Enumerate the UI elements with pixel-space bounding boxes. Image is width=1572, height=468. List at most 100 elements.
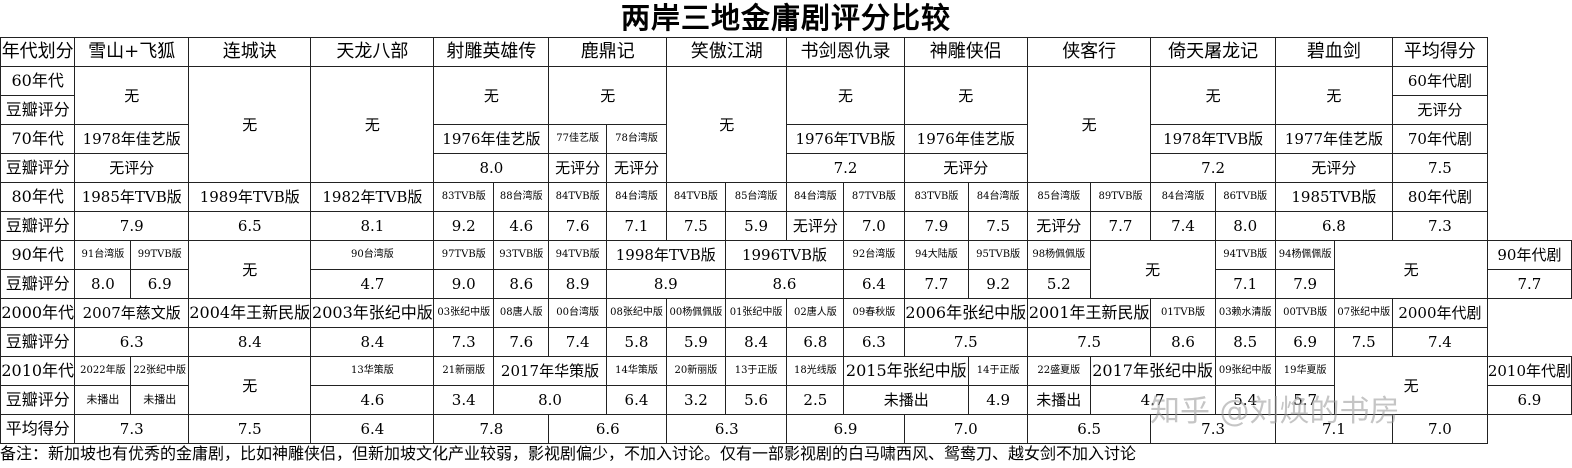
score-cell: 8.0 (433, 153, 550, 183)
version-cell: 1976年TVB版 (786, 124, 905, 154)
version-cell: 2007年慈文版 (74, 298, 190, 328)
douban-label: 豆瓣评分 (0, 211, 76, 241)
version-cell: 2017年华策版 (493, 356, 607, 386)
score-cell: 7.9 (903, 211, 970, 241)
score-cell: 7.5 (1334, 327, 1394, 357)
version-cell: 2006年张纪中版 (903, 298, 1028, 328)
version-cell: 91台湾版 (74, 240, 132, 270)
version-cell: 86TVB版 (1214, 182, 1276, 212)
douban-label: 豆瓣评分 (0, 327, 76, 357)
score-cell: 4.7 (1089, 385, 1216, 415)
score-cell: 6.3 (74, 327, 190, 357)
version-cell: 2017年张纪中版 (1089, 356, 1216, 386)
era-avg-label: 90年代剧 (1486, 240, 1572, 270)
score-cell: 9.0 (433, 269, 495, 299)
score-cell: 7.1 (605, 211, 668, 241)
era-label: 60年代 (0, 66, 76, 96)
version-cell: 09春秋版 (843, 298, 905, 328)
version-cell: 97TVB版 (433, 240, 495, 270)
version-cell: 1978年佳艺版 (74, 124, 190, 154)
header-cell: 天龙八部 (310, 37, 435, 67)
version-cell: 22张纪中版 (130, 356, 190, 386)
version-cell: 14于正版 (968, 356, 1028, 386)
score-cell: 8.6 (493, 269, 550, 299)
version-cell: 90台湾版 (310, 240, 435, 270)
version-cell: 2001年王新民版 (1026, 298, 1152, 328)
era-avg-value: 7.5 (1392, 153, 1488, 183)
score-cell: 9.2 (433, 211, 495, 241)
header-row: 年代划分 雪山+飞狐 连城诀 天龙八部 射雕英雄传 鹿鼎记 笑傲江湖 书剑恩仇录… (0, 37, 1572, 67)
version-cell: 18光线版 (786, 356, 845, 386)
version-cell: 02唐人版 (786, 298, 845, 328)
score-cell: 8.4 (188, 327, 312, 357)
score-cell: 6.5 (188, 211, 312, 241)
row-2010s-score: 豆瓣评分 未播出 未播出 4.6 3.4 8.0 6.4 3.2 5.6 2.5… (0, 385, 1572, 415)
era-avg-label: 60年代剧 (1392, 66, 1488, 96)
version-cell: 92台湾版 (843, 240, 905, 270)
score-cell: 8.0 (493, 385, 607, 415)
avg-cell: 7.3 (1150, 414, 1276, 444)
version-cell: 08唐人版 (493, 298, 550, 328)
header-cell: 笑傲江湖 (666, 37, 788, 67)
version-cell: 84台湾版 (968, 182, 1028, 212)
version-cell: 85台湾版 (724, 182, 788, 212)
version-cell: 2015年张纪中版 (843, 356, 970, 386)
version-cell: 00TVB版 (1274, 298, 1336, 328)
score-cell: 无评分 (605, 153, 668, 183)
avg-cell: 7.5 (188, 414, 312, 444)
score-cell: 8.4 (724, 327, 788, 357)
row-60s: 60年代 无 无 无 无 无 无 无 无 无 无 无 60年代剧 (0, 66, 1572, 183)
header-cell: 侠客行 (1026, 37, 1152, 67)
none-cell: 无 (786, 66, 905, 125)
version-cell: 07张纪中版 (1334, 298, 1394, 328)
version-cell: 09张纪中版 (1214, 356, 1276, 386)
score-cell: 3.2 (666, 385, 726, 415)
version-cell: 84台湾版 (605, 182, 668, 212)
version-cell: 78台湾版 (605, 124, 668, 154)
version-cell: 21新丽版 (433, 356, 495, 386)
score-cell: 5.9 (666, 327, 726, 357)
score-cell: 8.9 (605, 269, 726, 299)
era-avg-label: 2010年代剧 (1486, 356, 1572, 386)
score-cell: 6.4 (843, 269, 905, 299)
score-cell: 4.7 (310, 269, 435, 299)
version-cell: 87TVB版 (843, 182, 905, 212)
score-cell: 4.6 (310, 385, 435, 415)
version-cell: 1989年TVB版 (188, 182, 312, 212)
douban-label: 豆瓣评分 (0, 95, 76, 125)
version-cell: 1996TVB版 (724, 240, 845, 270)
header-cell: 倚天屠龙记 (1150, 37, 1276, 67)
version-cell: 2022年版 (74, 356, 132, 386)
score-cell: 无评分 (903, 153, 1028, 183)
score-cell: 5.6 (724, 385, 788, 415)
score-cell: 5.4 (1214, 385, 1276, 415)
version-cell: 98杨佩佩版 (1026, 240, 1091, 270)
era-avg-label: 70年代剧 (1392, 124, 1488, 154)
none-cell: 无 (1274, 66, 1394, 125)
row-average: 平均得分 7.3 7.5 6.4 7.8 6.6 6.3 6.9 7.0 6.5… (0, 414, 1572, 444)
score-cell: 8.1 (310, 211, 435, 241)
version-cell: 1998年TVB版 (605, 240, 726, 270)
row-70s-score: 豆瓣评分 无评分 8.0 无评分 无评分 7.2 无评分 7.2 无评分 7.5 (0, 153, 1572, 183)
version-cell: 89TVB版 (1089, 182, 1152, 212)
score-cell: 8.0 (1214, 211, 1276, 241)
score-cell: 8.6 (1150, 327, 1216, 357)
header-cell: 平均得分 (1392, 37, 1488, 67)
score-cell: 5.9 (724, 211, 788, 241)
score-cell: 7.4 (548, 327, 607, 357)
score-cell: 无评分 (1026, 211, 1091, 241)
score-cell: 7.6 (493, 327, 550, 357)
version-cell: 1976年佳艺版 (903, 124, 1028, 154)
version-cell: 00杨佩佩版 (666, 298, 726, 328)
era-avg-value: 无评分 (1392, 95, 1488, 125)
score-cell: 3.4 (433, 385, 495, 415)
version-cell: 19华夏版 (1274, 356, 1336, 386)
version-cell: 94大陆版 (903, 240, 970, 270)
version-cell: 95TVB版 (968, 240, 1028, 270)
avg-cell: 7.3 (74, 414, 190, 444)
score-cell: 8.5 (1214, 327, 1276, 357)
score-cell: 未播出 (130, 385, 190, 415)
era-avg-label: 80年代剧 (1392, 182, 1488, 212)
version-cell: 13于正版 (724, 356, 788, 386)
version-cell: 1985TVB版 (1274, 182, 1394, 212)
